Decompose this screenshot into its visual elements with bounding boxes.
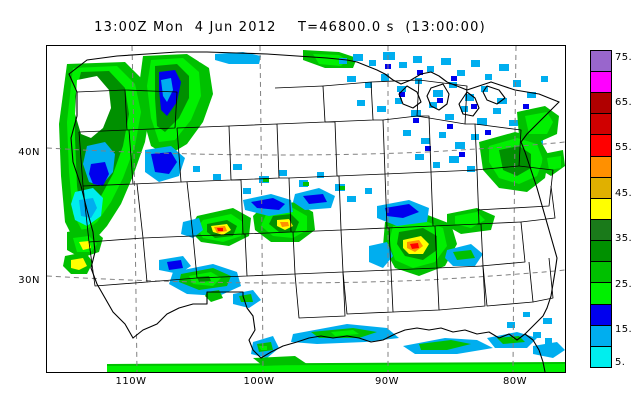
- map-plot-area[interactable]: [46, 45, 566, 373]
- lat-lon-gridlines: [47, 46, 565, 372]
- colorbar-band-40: [591, 197, 611, 220]
- colorbar-tick-55: 55.: [615, 142, 633, 153]
- colorbar-band-35: [591, 219, 611, 241]
- colorbar-band-15: [591, 303, 611, 325]
- colorbar-band-25: [591, 261, 611, 283]
- colorbar-band-55: [591, 134, 611, 156]
- colorbar-band-45: [591, 176, 611, 198]
- colorbar-tick-15: 15.: [615, 324, 633, 335]
- colorbar-tick-5: 5.: [615, 357, 626, 368]
- lon-label-90w: 90W: [374, 376, 400, 387]
- colorbar-band-50: [591, 155, 611, 177]
- colorbar-band-20: [591, 282, 611, 304]
- lon-label-80w: 80W: [502, 376, 528, 387]
- lon-label-100w: 100W: [243, 376, 275, 387]
- colorbar-tick-65: 65.: [615, 97, 633, 108]
- colorbar-band-65: [591, 92, 611, 114]
- colorbar-tick-45: 45.: [615, 188, 633, 199]
- colorbar-tick-labels: 75. 65. 55. 45. 35. 25. 15. 5.: [613, 50, 639, 368]
- lat-label-40n: 40N: [18, 147, 40, 158]
- colorbar-band-30: [591, 240, 611, 262]
- colorbar-tick-35: 35.: [615, 233, 633, 244]
- colorbar-band-5: [591, 345, 611, 367]
- colorbar-tick-25: 25.: [615, 279, 633, 290]
- colorbar-tick-75: 75.: [615, 52, 633, 63]
- lon-label-110w: 110W: [115, 376, 147, 387]
- plot-title: 13:00Z Mon 4 Jun 2012 T=46800.0 s (13:00…: [94, 20, 486, 35]
- us-map-outline: [68, 51, 560, 372]
- colorbar-band-60: [591, 113, 611, 135]
- map-canvas: [47, 46, 565, 372]
- colorbar-band-75: [591, 50, 611, 72]
- colorbar: [590, 50, 612, 368]
- colorbar-band-70: [591, 71, 611, 93]
- colorbar-band-10: [591, 324, 611, 346]
- state-borders: [76, 79, 556, 319]
- lat-label-30n: 30N: [18, 275, 40, 286]
